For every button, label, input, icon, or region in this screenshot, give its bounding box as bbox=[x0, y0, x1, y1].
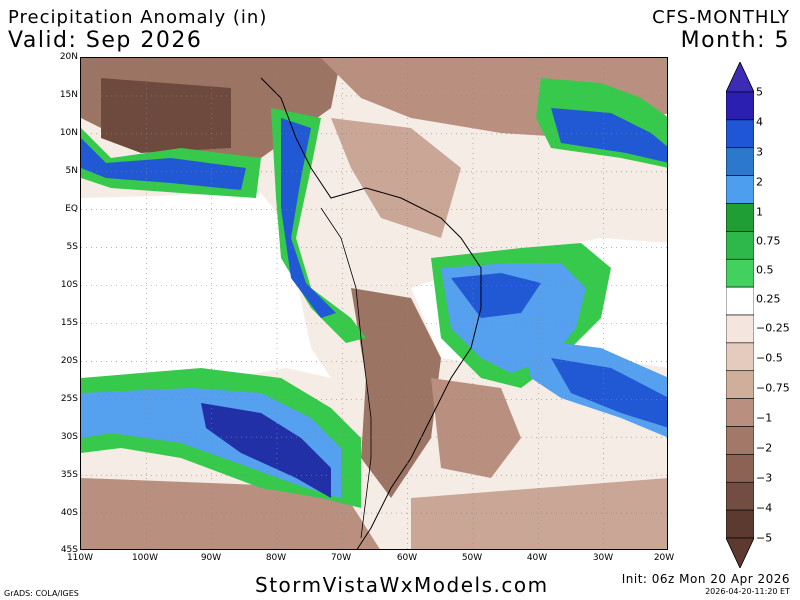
model-name: CFS-MONTHLY bbox=[652, 7, 790, 28]
grads-credit: GrADS: COLA/IGES bbox=[4, 589, 79, 598]
lat-label: 5N bbox=[65, 166, 78, 176]
colorbar-cell bbox=[726, 426, 754, 455]
colorbar-label: 0.5 bbox=[756, 263, 774, 277]
colorbar-label: 4 bbox=[756, 115, 763, 129]
lat-label: 15N bbox=[59, 90, 78, 100]
wet-region-brazil-blue bbox=[451, 273, 541, 318]
lat-label: 15S bbox=[60, 318, 78, 328]
site-watermark: StormVistaWxModels.com bbox=[255, 573, 549, 597]
lat-label: 40S bbox=[60, 508, 78, 518]
colorbar-cell bbox=[726, 258, 754, 288]
colorbar-top-arrow bbox=[726, 62, 754, 93]
colorbar-cell bbox=[726, 231, 754, 260]
colorbar-cell bbox=[726, 342, 754, 372]
colorbar-cell bbox=[726, 147, 754, 176]
lat-label: 20S bbox=[60, 356, 78, 366]
colorbar-cell bbox=[726, 481, 754, 511]
coastline-andes-west bbox=[320, 207, 372, 539]
colorbar-label: 0.25 bbox=[756, 292, 781, 306]
wet-core-north-atlantic bbox=[551, 108, 667, 163]
wet-region-south-pacific-light bbox=[81, 388, 341, 498]
wet-band-itcz-blue bbox=[81, 138, 246, 190]
colorbar-label: 2 bbox=[756, 175, 763, 189]
colorbar-cell bbox=[726, 509, 754, 539]
colorbar-cell bbox=[726, 370, 754, 399]
colorbar-label: −3 bbox=[756, 471, 773, 485]
wet-core-south-atlantic bbox=[551, 358, 667, 428]
colorbar-cell bbox=[726, 314, 754, 344]
lon-label: 20W bbox=[653, 553, 675, 563]
colorbar-label: 3 bbox=[756, 145, 763, 159]
colorbar-cell bbox=[726, 91, 754, 121]
lon-label: 40W bbox=[526, 553, 548, 563]
colorbar-label: −5 bbox=[756, 531, 773, 545]
lat-label: 20N bbox=[59, 52, 78, 62]
wet-core-south-pacific bbox=[201, 403, 331, 498]
colorbar-cell bbox=[726, 398, 754, 427]
map-title: Precipitation Anomaly (in) bbox=[8, 7, 268, 28]
lat-label: 10N bbox=[59, 128, 78, 138]
map-gridlines bbox=[81, 58, 667, 549]
wet-band-coastal-blue bbox=[281, 118, 336, 318]
valid-date: Valid: Sep 2026 bbox=[8, 28, 203, 53]
dry-region-northern-sa bbox=[331, 118, 461, 238]
lat-label: 30S bbox=[60, 432, 78, 442]
colorbar-label: −0.25 bbox=[756, 321, 790, 335]
lon-label: 60W bbox=[396, 553, 418, 563]
init-time: Init: 06z Mon 20 Apr 2026 bbox=[621, 572, 790, 586]
lon-label: 30W bbox=[592, 553, 614, 563]
dry-region-southern-sa bbox=[431, 378, 521, 478]
generated-timestamp: 2026-04-20-11:20 ET bbox=[705, 587, 790, 596]
colorbar-bottom-arrow bbox=[726, 537, 754, 568]
neutral-region-pacific bbox=[81, 193, 331, 388]
colorbar bbox=[726, 62, 754, 568]
colorbar-label: −4 bbox=[756, 501, 773, 515]
colorbar-label: 1 bbox=[756, 205, 763, 219]
lat-label: 35S bbox=[60, 470, 78, 480]
colorbar-cell bbox=[726, 175, 754, 204]
colorbar-label: −0.5 bbox=[756, 351, 783, 365]
colorbar-label: −1 bbox=[756, 411, 773, 425]
colorbar-label: 0.75 bbox=[756, 234, 781, 248]
lat-label: EQ bbox=[65, 204, 78, 214]
lon-label: 80W bbox=[265, 553, 287, 563]
lat-label: 10S bbox=[60, 280, 78, 290]
lon-label: 100W bbox=[131, 553, 159, 563]
lat-label: 5S bbox=[66, 242, 78, 252]
colorbar-cells bbox=[726, 91, 754, 539]
lon-label: 110W bbox=[66, 553, 94, 563]
lon-label: 50W bbox=[461, 553, 483, 563]
colorbar-cell bbox=[726, 286, 754, 316]
dry-region-andes bbox=[351, 288, 441, 498]
anomaly-map-canvas bbox=[81, 58, 667, 549]
lon-label: 70W bbox=[330, 553, 352, 563]
dry-core-north-pacific bbox=[101, 78, 231, 153]
lat-label: 25S bbox=[60, 394, 78, 404]
forecast-month: Month: 5 bbox=[680, 28, 790, 53]
anomaly-map bbox=[80, 57, 668, 550]
colorbar-cell bbox=[726, 454, 754, 483]
dry-region-south-pacific bbox=[81, 478, 380, 549]
colorbar-label: −2 bbox=[756, 441, 773, 455]
dry-region-south-atlantic bbox=[411, 478, 667, 549]
colorbar-cell bbox=[726, 119, 754, 149]
colorbar-label: 5 bbox=[756, 85, 763, 99]
colorbar-label: −0.75 bbox=[756, 381, 790, 395]
lon-label: 90W bbox=[200, 553, 222, 563]
colorbar-cell bbox=[726, 203, 754, 232]
lat-label: 45S bbox=[60, 545, 78, 555]
